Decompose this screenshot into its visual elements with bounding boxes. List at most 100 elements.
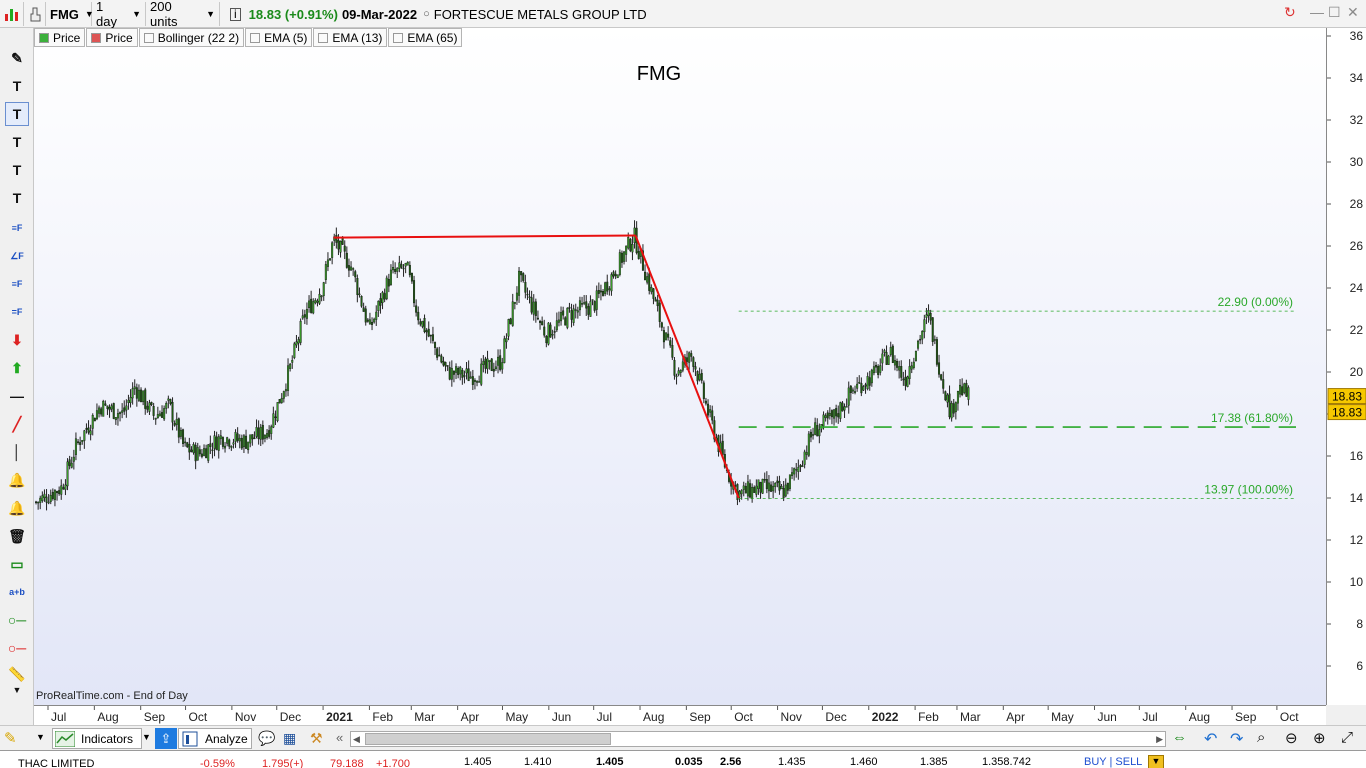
- undo-icon[interactable]: ↶: [1204, 731, 1218, 748]
- arrow-down-icon[interactable]: ⬇: [11, 331, 23, 348]
- chevron-down-icon[interactable]: ▼: [142, 732, 151, 742]
- arrow-up-icon[interactable]: ⬆: [11, 359, 23, 376]
- candle-body: [520, 271, 523, 276]
- auto-scale-icon[interactable]: ⇔: [1172, 729, 1187, 746]
- legend-ema-5[interactable]: EMA (5): [245, 28, 313, 47]
- candle-body: [761, 478, 764, 494]
- minimize-icon[interactable]: —: [1310, 4, 1324, 20]
- candle-body: [341, 238, 344, 245]
- x-tick-label: Apr: [461, 710, 480, 724]
- fibonacci-arc-icon[interactable]: ≡F: [11, 279, 23, 289]
- chart-compare-icon[interactable]: ▦: [283, 730, 297, 746]
- text-tool-2-icon[interactable]: T: [12, 134, 22, 150]
- cursor-mode-button[interactable]: [24, 2, 46, 26]
- chart-area[interactable]: Price Price Bollinger (22 2) EMA (5) EMA…: [34, 28, 1326, 705]
- text-box-tool-icon[interactable]: T: [5, 102, 29, 126]
- x-tick-label: Nov: [781, 710, 802, 724]
- candle-body: [770, 484, 773, 492]
- candle-body: [671, 344, 674, 358]
- horizontal-ray-red-icon[interactable]: ○─: [7, 640, 27, 656]
- candle-body: [658, 302, 661, 322]
- candle-body: [950, 402, 953, 419]
- candle-body: [713, 420, 716, 440]
- candle-body: [618, 252, 621, 275]
- trash-icon[interactable]: 🗑: [8, 527, 26, 544]
- time-scrollbar[interactable]: ◀ ▶: [350, 731, 1166, 747]
- vertical-line-icon[interactable]: │: [12, 444, 22, 460]
- radio-circle-icon[interactable]: ○: [423, 8, 430, 20]
- abc-wave-icon[interactable]: a+b: [9, 587, 25, 597]
- legend-ema-65[interactable]: EMA (65): [388, 28, 463, 47]
- time-axis[interactable]: Jul Aug Sep Oct Nov Dec 2021 Feb Mar Apr May Jun Jul…: [34, 705, 1326, 725]
- candle-body: [465, 368, 468, 374]
- analyze-button[interactable]: Analyze: [178, 728, 252, 749]
- candle-body: [389, 269, 392, 285]
- candle-body: [278, 399, 281, 404]
- x-tick-label: May: [505, 710, 528, 724]
- refresh-icon[interactable]: ↻: [1284, 4, 1296, 20]
- ticker-c3: +1.700: [376, 758, 410, 768]
- rectangle-tool-icon[interactable]: ▭: [10, 555, 24, 572]
- candle-body: [434, 342, 437, 348]
- fibonacci-time-icon[interactable]: =F: [11, 307, 23, 317]
- candle-body: [644, 271, 647, 281]
- pencil-settings-icon[interactable]: ✎: [4, 730, 17, 747]
- zoom-in-icon[interactable]: ⊕: [1313, 730, 1326, 747]
- trendline-icon[interactable]: ╱: [12, 415, 22, 432]
- candle-body: [375, 311, 378, 320]
- zoom-box-icon[interactable]: ⌕: [1257, 729, 1266, 746]
- close-icon[interactable]: ✕: [1347, 4, 1359, 20]
- info-icon[interactable]: i: [230, 7, 241, 21]
- horizontal-ray-icon[interactable]: ○─: [7, 612, 27, 628]
- symbol-select[interactable]: FMG ▼: [46, 2, 94, 26]
- legend-label: Price: [105, 30, 133, 45]
- candle-body: [681, 361, 684, 371]
- candle-body: [377, 300, 380, 312]
- legend-ema-13[interactable]: EMA (13): [313, 28, 388, 47]
- price-chart[interactable]: FMG 22.90 (0.00%) 17.38 (61.80%) 13.97 (10…: [34, 28, 1326, 705]
- legend-bollinger[interactable]: Bollinger (22 2): [138, 28, 245, 47]
- candle-body: [320, 295, 323, 298]
- text-tool-4-icon[interactable]: T: [12, 190, 22, 206]
- horizontal-line-icon[interactable]: —: [10, 388, 24, 404]
- scroll-start-icon[interactable]: «: [336, 730, 344, 745]
- zoom-out-icon[interactable]: ⊖: [1285, 730, 1298, 747]
- fibonacci-fan-icon[interactable]: ∠F: [10, 250, 24, 261]
- candle-body: [169, 399, 172, 404]
- chevron-down-icon[interactable]: ▼: [36, 732, 45, 742]
- alert-bell-icon[interactable]: 🔔: [8, 471, 26, 488]
- maximize-icon[interactable]: ☐: [1328, 4, 1341, 20]
- pencil-icon[interactable]: ✎: [11, 49, 23, 66]
- indicators-button[interactable]: Indicators: [52, 728, 142, 749]
- units-select[interactable]: 200 units ▼: [146, 0, 220, 29]
- text-tool-3-icon[interactable]: T: [12, 162, 22, 178]
- alert-bell-edit-icon[interactable]: 🔔: [8, 499, 26, 516]
- watchlist-row[interactable]: THAC LIMITED -0.59% 1.795(+) 79.188 +1.7…: [0, 750, 1366, 768]
- redo-icon[interactable]: ↷: [1230, 731, 1244, 748]
- x-tick-label: Feb: [918, 710, 939, 724]
- candle-body: [85, 428, 88, 430]
- buy-sell-button[interactable]: BUY | SELL: [1084, 756, 1143, 768]
- toolbar-collapse-icon[interactable]: ▼: [12, 685, 22, 695]
- candle-body: [738, 491, 741, 498]
- candle-body: [843, 406, 846, 411]
- tools-icon[interactable]: ⚒: [310, 730, 323, 746]
- legend-price-1[interactable]: Price: [34, 28, 86, 47]
- share-icon[interactable]: ⇪: [155, 728, 177, 749]
- ruler-icon[interactable]: 📏: [8, 665, 26, 682]
- candle-body: [860, 383, 863, 394]
- candle-body: [387, 279, 390, 287]
- dropdown-arrow-icon[interactable]: ▼: [1148, 755, 1164, 768]
- candle-body: [207, 444, 210, 461]
- candle-body: [746, 481, 749, 497]
- legend-price-2[interactable]: Price: [86, 28, 138, 47]
- chat-icon[interactable]: 💬: [258, 730, 276, 746]
- text-tool-icon[interactable]: T: [12, 78, 22, 94]
- timeframe-select[interactable]: 1 day ▼: [92, 0, 146, 29]
- scroll-right-icon[interactable]: ▶: [1156, 734, 1163, 744]
- scrollbar-thumb[interactable]: [365, 733, 611, 745]
- fibonacci-retracement-icon[interactable]: ≡F: [11, 223, 23, 233]
- fit-screen-icon[interactable]: ⤢: [1341, 729, 1354, 746]
- scroll-left-icon[interactable]: ◀: [353, 734, 360, 744]
